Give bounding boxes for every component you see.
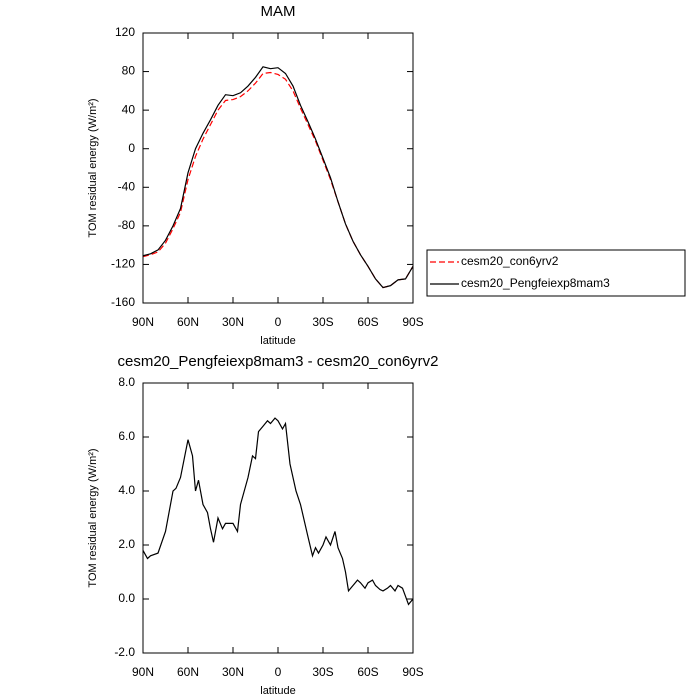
y-tick-label: 120 <box>115 25 135 39</box>
data-line <box>142 417 414 606</box>
x-tick-label: 30S <box>312 315 333 329</box>
x-tick-label: 30S <box>312 665 333 679</box>
x-tick-label: 30N <box>222 665 244 679</box>
chart-title: MAM <box>261 3 296 20</box>
x-axis-label: latitude <box>260 685 295 697</box>
y-tick-label: 0.0 <box>118 591 135 605</box>
x-tick-label: 90N <box>132 315 154 329</box>
legend-label: cesm20_Pengfeiexp8mam3 <box>461 276 610 290</box>
y-axis-label: TOM residual energy (W/m²) <box>87 98 99 237</box>
legend-label: cesm20_con6yrv2 <box>461 254 559 268</box>
y-tick-label: 4.0 <box>118 483 135 497</box>
x-tick-label: 90S <box>402 315 423 329</box>
y-tick-label: -2.0 <box>114 645 135 659</box>
y-tick-label: 40 <box>122 102 136 116</box>
y-tick-label: 0 <box>128 141 135 155</box>
x-tick-label: 30N <box>222 315 244 329</box>
plot-frame <box>142 32 414 304</box>
y-tick-label: 80 <box>122 64 136 78</box>
legend-box <box>426 249 686 297</box>
y-tick-label: -80 <box>118 218 136 232</box>
x-axis-label: latitude <box>260 335 295 347</box>
y-tick-label: -160 <box>111 295 135 309</box>
y-tick-label: 6.0 <box>118 429 135 443</box>
x-tick-label: 60N <box>177 315 199 329</box>
plot-frame <box>142 382 414 654</box>
chart-title: cesm20_Pengfeiexp8mam3 - cesm20_con6yrv2 <box>118 353 439 370</box>
y-tick-label: -40 <box>118 179 136 193</box>
x-tick-label: 0 <box>275 315 282 329</box>
y-tick-label: -120 <box>111 257 135 271</box>
x-tick-label: 60N <box>177 665 199 679</box>
x-tick-label: 60S <box>357 315 378 329</box>
x-tick-label: 90S <box>402 665 423 679</box>
y-tick-label: 8.0 <box>118 375 135 389</box>
y-axis-label: TOM residual energy (W/m²) <box>87 448 99 587</box>
data-line <box>142 71 414 289</box>
data-line <box>142 66 414 289</box>
x-tick-label: 90N <box>132 665 154 679</box>
x-tick-label: 0 <box>275 665 282 679</box>
x-tick-label: 60S <box>357 665 378 679</box>
y-tick-label: 2.0 <box>118 537 135 551</box>
